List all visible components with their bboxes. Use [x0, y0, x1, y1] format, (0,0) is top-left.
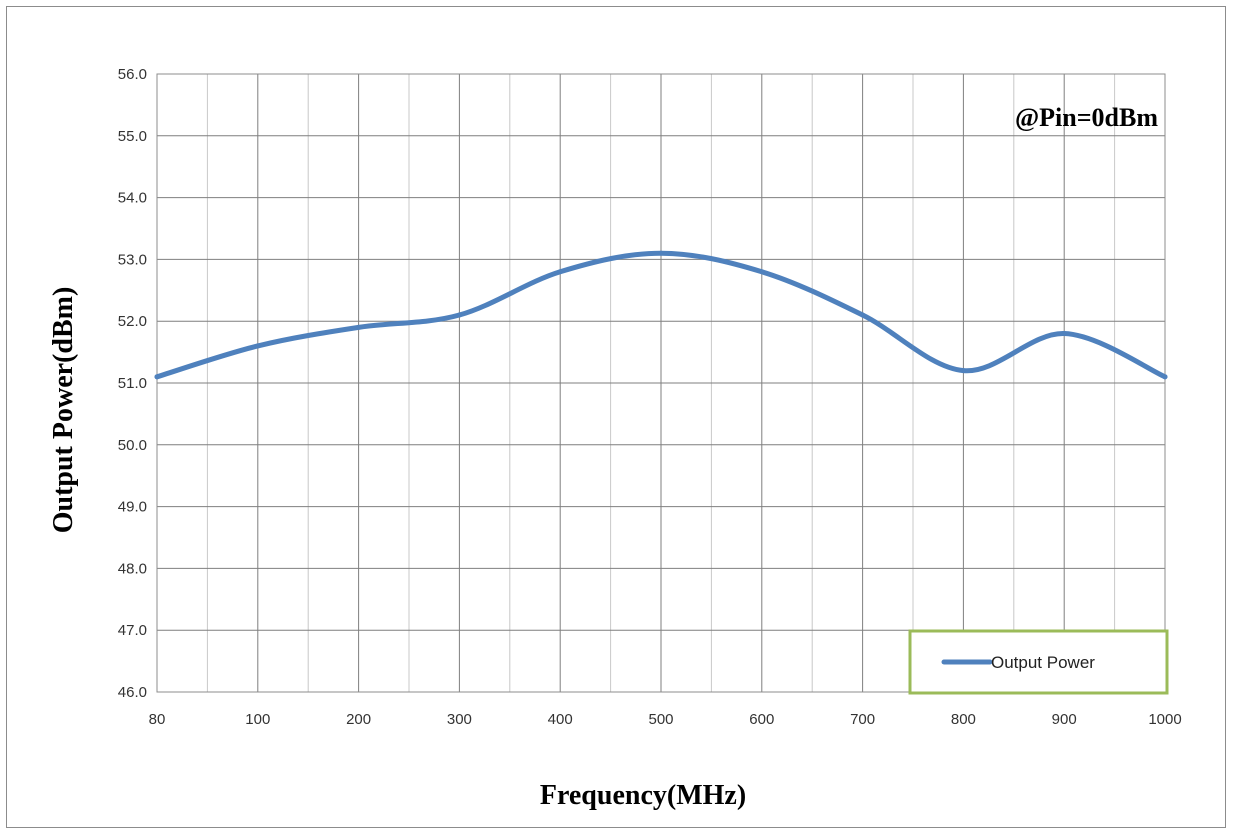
x-tick-label: 100	[245, 711, 270, 728]
y-tick-label: 51.0	[118, 375, 147, 392]
x-axis-title: Frequency(MHz)	[540, 780, 746, 811]
legend: Output Power	[908, 629, 1169, 695]
y-tick-label: 56.0	[118, 66, 147, 83]
y-tick-label: 50.0	[118, 437, 147, 454]
data-point-300	[456, 312, 462, 318]
y-tick-label: 47.0	[118, 622, 147, 639]
y-tick-labels: 46.0 47.0 48.0 49.0 50.0 51.0 52.0 53.0 54.0 55.0…	[118, 66, 147, 701]
x-tick-label: 1000	[1148, 711, 1181, 728]
data-point-800	[960, 368, 966, 374]
y-tick-label: 49.0	[118, 499, 147, 516]
y-axis-title: Output Power(dBm)	[48, 287, 79, 534]
grid	[156, 73, 1166, 693]
data-point-100	[255, 343, 261, 349]
x-tick-label: 900	[1052, 711, 1077, 728]
data-point-600	[759, 269, 765, 275]
y-tick-label: 54.0	[118, 190, 147, 207]
annotation-pin: @Pin=0dBm	[1015, 103, 1158, 132]
x-tick-labels: 80 100 200 300 400 500 600 700 800 900 1000	[149, 711, 1182, 728]
data-point-400	[557, 269, 563, 275]
x-tick-label: 80	[149, 711, 166, 728]
x-tick-label: 200	[346, 711, 371, 728]
x-tick-label: 400	[548, 711, 573, 728]
y-tick-label: 55.0	[118, 128, 147, 145]
data-point-80	[154, 374, 160, 380]
data-point-700	[860, 312, 866, 318]
series-points	[154, 250, 1168, 380]
legend-label: Output Power	[991, 653, 1095, 672]
data-point-200	[356, 324, 362, 330]
y-tick-label: 53.0	[118, 251, 147, 268]
data-point-1000	[1162, 374, 1168, 380]
y-tick-label: 52.0	[118, 313, 147, 330]
x-tick-label: 300	[447, 711, 472, 728]
x-tick-label: 600	[749, 711, 774, 728]
x-tick-label: 500	[648, 711, 673, 728]
plot-area-border	[156, 73, 1166, 693]
y-tick-label: 48.0	[118, 560, 147, 577]
data-point-500	[658, 250, 664, 256]
x-tick-label: 800	[951, 711, 976, 728]
y-tick-label: 46.0	[118, 684, 147, 701]
data-point-900	[1061, 331, 1067, 337]
x-tick-label: 700	[850, 711, 875, 728]
